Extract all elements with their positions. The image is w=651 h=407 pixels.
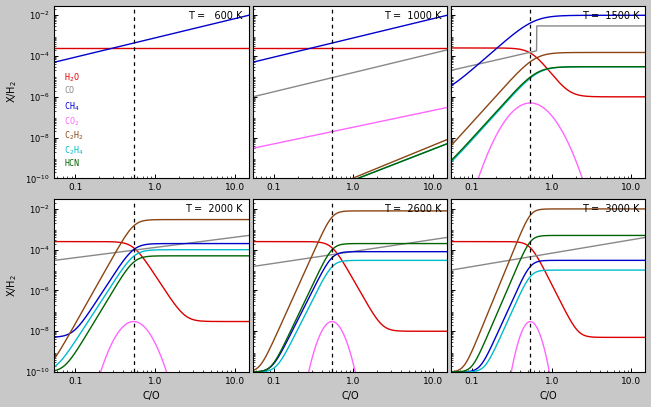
X-axis label: C/O: C/O bbox=[341, 392, 359, 401]
X-axis label: C/O: C/O bbox=[540, 392, 557, 401]
Text: HCN: HCN bbox=[64, 160, 79, 168]
Text: T =  2600 K: T = 2600 K bbox=[383, 204, 441, 214]
Text: C$_2$H$_4$: C$_2$H$_4$ bbox=[64, 144, 84, 157]
Text: CO$_2$: CO$_2$ bbox=[64, 115, 79, 128]
Text: T =  1000 K: T = 1000 K bbox=[384, 11, 441, 21]
Text: CH$_4$: CH$_4$ bbox=[64, 101, 80, 113]
Text: C$_2$H$_2$: C$_2$H$_2$ bbox=[64, 130, 83, 142]
Text: T =  3000 K: T = 3000 K bbox=[582, 204, 640, 214]
Text: T =  2000 K: T = 2000 K bbox=[186, 204, 243, 214]
Text: T =  1500 K: T = 1500 K bbox=[582, 11, 640, 21]
Text: H$_2$O: H$_2$O bbox=[64, 71, 80, 84]
X-axis label: C/O: C/O bbox=[143, 392, 160, 401]
Text: CO: CO bbox=[64, 86, 74, 95]
Y-axis label: X/H$_2$: X/H$_2$ bbox=[6, 81, 20, 103]
Text: T =   600 K: T = 600 K bbox=[189, 11, 243, 21]
Y-axis label: X/H$_2$: X/H$_2$ bbox=[6, 274, 20, 297]
